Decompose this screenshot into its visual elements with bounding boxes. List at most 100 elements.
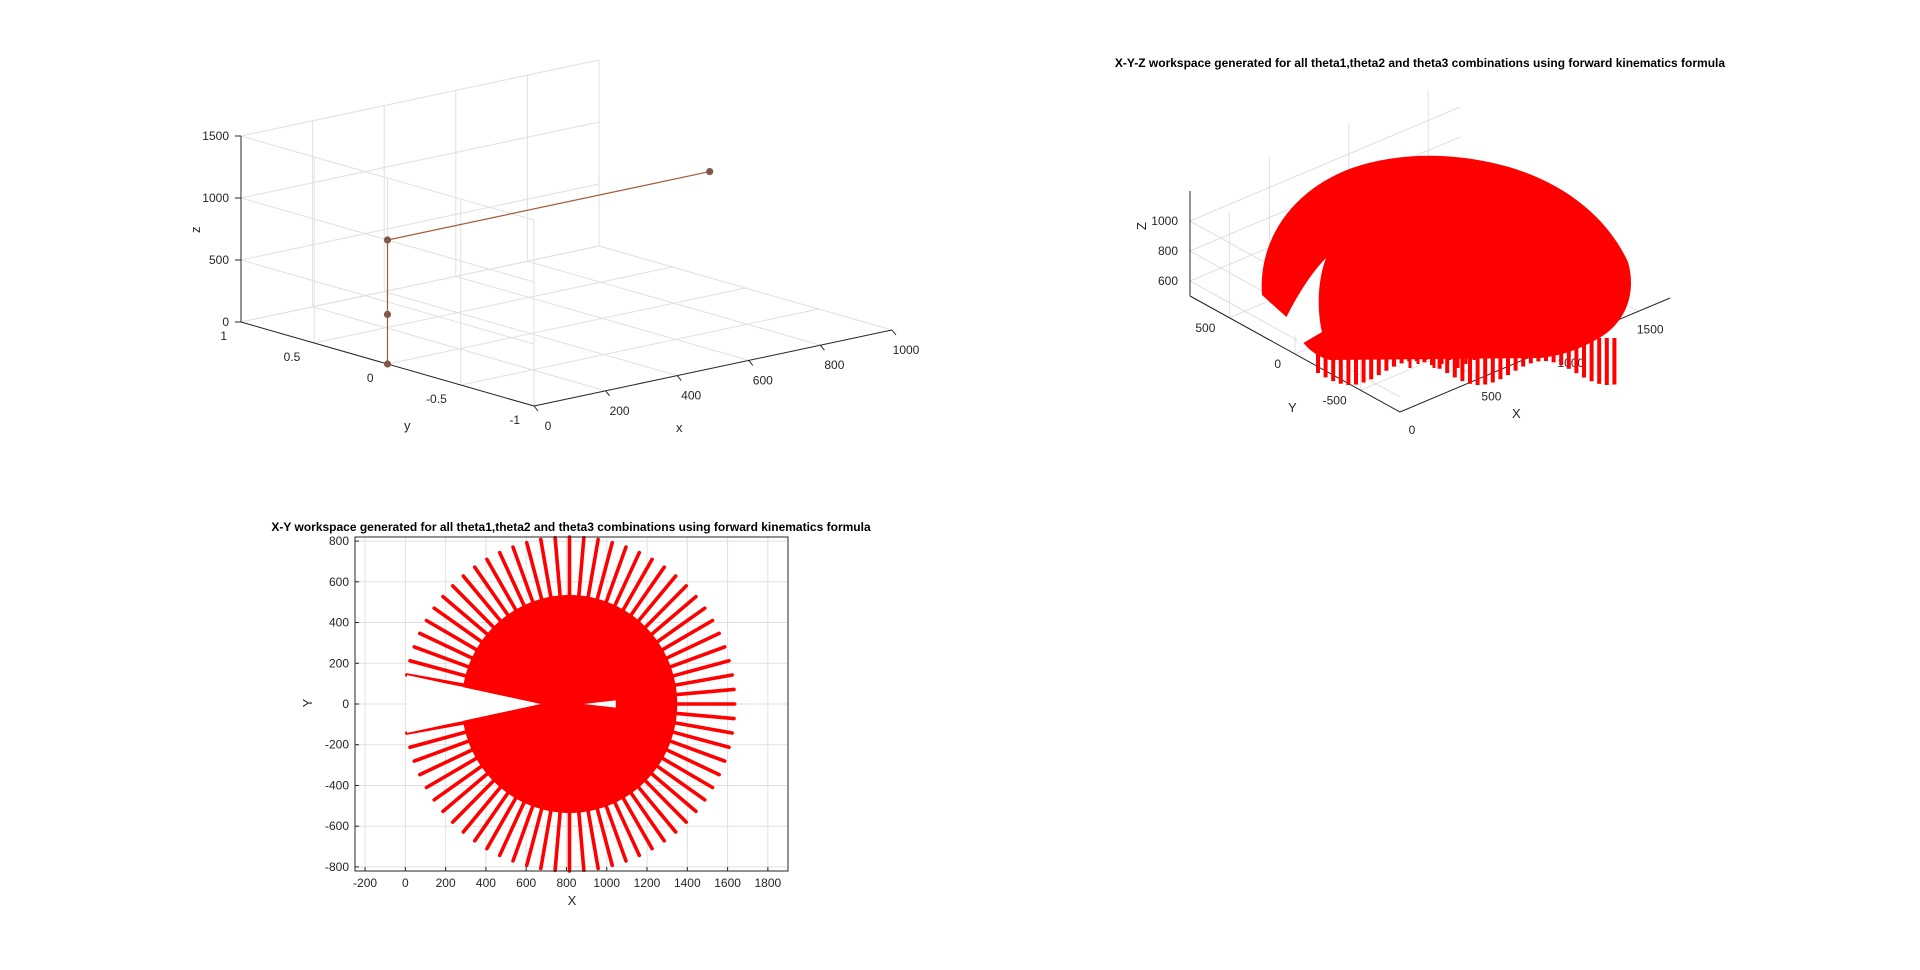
workspace-spoke [408,715,521,750]
workspace-inner-disk [461,595,678,813]
workspace-spoke [553,535,564,619]
workspace-spoke [408,658,521,693]
y-tick-label: -400 [325,778,349,792]
x-tick [676,375,682,381]
workspace-spoke [539,788,557,871]
y-axis-line [1189,295,1401,413]
x-tick-label: 600 [753,373,773,387]
z-tick-label: 600 [1158,274,1178,288]
workspace-spoke [638,752,707,802]
arm-joint-marker [383,310,392,318]
workspace-spoke [645,739,721,777]
workspace-dome-gap [1286,258,1326,345]
workspace-spoke [450,763,511,824]
x-tick-label: 1000 [593,876,620,890]
workspace-spoke [497,550,535,627]
workspace-3d-title: X-Y-Z workspace generated for all theta1… [1115,56,1725,70]
arm-3d-series [383,168,714,368]
workspace-spoke [553,789,564,873]
y-tick-label: 0 [342,697,349,711]
workspace-3d-z-label: Z [1134,222,1149,230]
x-tick-label: 1200 [634,876,661,890]
workspace-xy-axes [354,536,789,872]
y-tick-label: 200 [329,656,349,670]
arm-joint-marker [706,168,714,176]
workspace-spoke [623,574,678,640]
workspace-spoke [648,732,727,763]
workspace-spoke [597,545,628,624]
x-tick-label: 1000 [893,343,920,357]
y-tick-label: 0 [1274,357,1281,371]
workspace-xy-x-label: X [568,893,577,908]
workspace-xy-tick-labels: -200 0 200 400 600 800 1000 1200 1400 1600 1800 -80… [325,534,782,890]
x-tick-label: 1600 [714,876,741,890]
workspace-spoke [589,540,615,622]
workspace-spoke [638,606,707,656]
workspace-xy-y-label: Y [300,698,315,707]
workspace-spoke [652,717,734,735]
workspace-spoke [575,535,586,619]
arm-joint-marker [383,360,392,368]
y-tick-label: 500 [1195,321,1215,335]
x-tick [748,360,754,366]
x-tick-label: 1400 [674,876,701,890]
workspace-spoke [412,645,523,688]
workspace-spoke [575,789,586,873]
workspace-spoke [405,711,520,735]
workspace-gap-left [406,675,541,733]
workspace-spoke [597,784,628,863]
workspace-spoke [645,631,721,669]
workspace-spoke [642,618,715,663]
x-tick-label: 200 [610,404,630,418]
workspace-spoke [441,594,506,650]
arm-3d-plot: 02004006008001000-1-0.500.51050010001500… [188,59,920,435]
workspace-spoke [653,687,736,699]
workspace-spoke [604,550,642,627]
workspace-spoke [461,768,516,834]
workspace-spoke [472,565,522,635]
workspace-3d-plot: X-Y-Z workspace generated for all theta1… [1115,56,1725,437]
arm-3d-z-label: z [188,227,203,234]
x-axis-line [533,329,893,407]
workspace-spoke [485,557,529,631]
workspace-spoke [424,618,497,663]
grid-line [460,308,819,386]
workspace-spoke [652,673,734,691]
workspace-spoke [485,777,529,851]
x-tick-label: 800 [556,876,576,890]
workspace-spoke [648,645,727,676]
z-tick-label: 1000 [202,191,229,205]
arm-link-line [386,171,710,364]
workspace-spoke [524,540,549,622]
workspace-spoke [633,594,698,650]
workspace-spoke [418,724,524,777]
x-tick-label: 0 [1409,423,1416,437]
y-tick-label: -600 [325,819,349,833]
workspace-spoke [610,557,654,631]
workspace-spoke [628,584,689,645]
workspace-spoke [424,745,497,790]
workspace-spoke [604,781,642,858]
z-tick-label: 500 [209,253,229,267]
arm-3d-axes [235,135,897,412]
workspace-spoke [418,631,524,684]
x-tick-label: 1500 [1637,322,1664,336]
y-tick-label: 600 [329,575,349,589]
arm-3d-grid [240,59,893,407]
y-tick-label: -0.5 [426,392,447,406]
grid-line [240,135,535,221]
workspace-3d-y-label: Y [1288,400,1297,415]
x-tick-label: 1800 [755,876,782,890]
workspace-xy-plot: X-Y workspace generated for all theta1,t… [271,520,871,908]
z-tick-label: 1000 [1151,214,1178,228]
grid-line [387,287,746,365]
y-tick-label: 400 [329,616,349,630]
x-tick [891,329,897,336]
workspace-3d-point-cloud [1261,155,1631,385]
workspace-spoke [650,724,731,750]
workspace-spoke [628,763,689,824]
workspace-spoke [650,658,731,684]
grid-line [240,121,600,199]
y-tick-label: -800 [325,860,349,874]
